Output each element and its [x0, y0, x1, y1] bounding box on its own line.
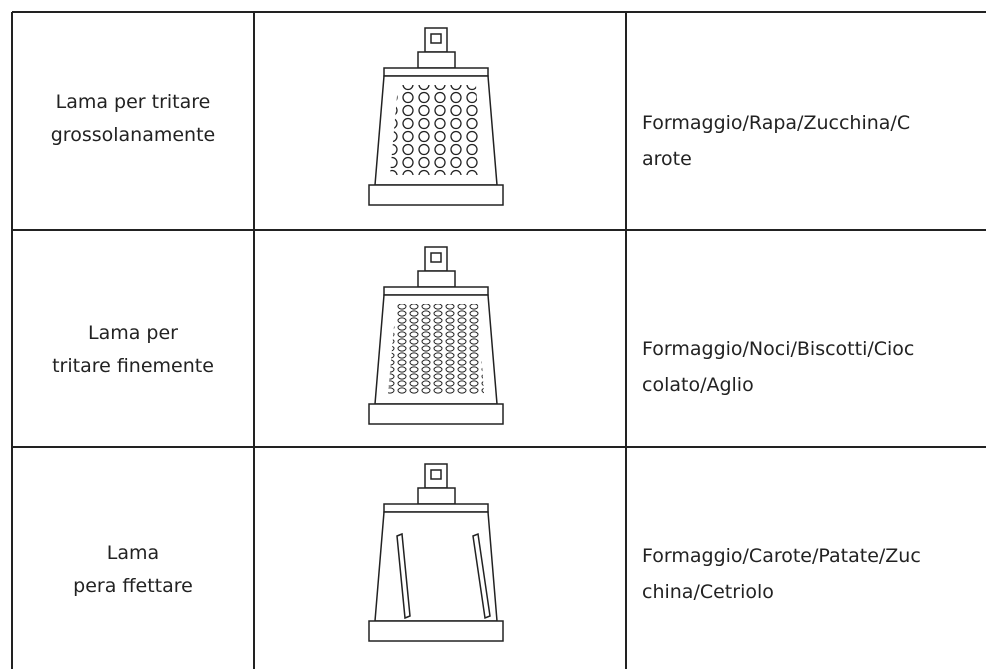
- uses: Formaggio/Noci/Biscotti/Cioc colato/Agli…: [642, 338, 915, 396]
- uses: Formaggio/Carote/Patate/Zuc china/Cetrio…: [642, 545, 921, 603]
- grater-coarse: [368, 27, 504, 206]
- grater-slicer: [368, 463, 504, 642]
- grater-fine: [368, 246, 504, 425]
- blade-name: Lama per tritare finemente: [52, 322, 214, 377]
- uses: Formaggio/Rapa/Zucchina/C arote: [642, 112, 911, 170]
- blade-name: Lama pera ffettare: [73, 542, 193, 597]
- blade-name: Lama per tritare grossolanamente: [50, 91, 216, 146]
